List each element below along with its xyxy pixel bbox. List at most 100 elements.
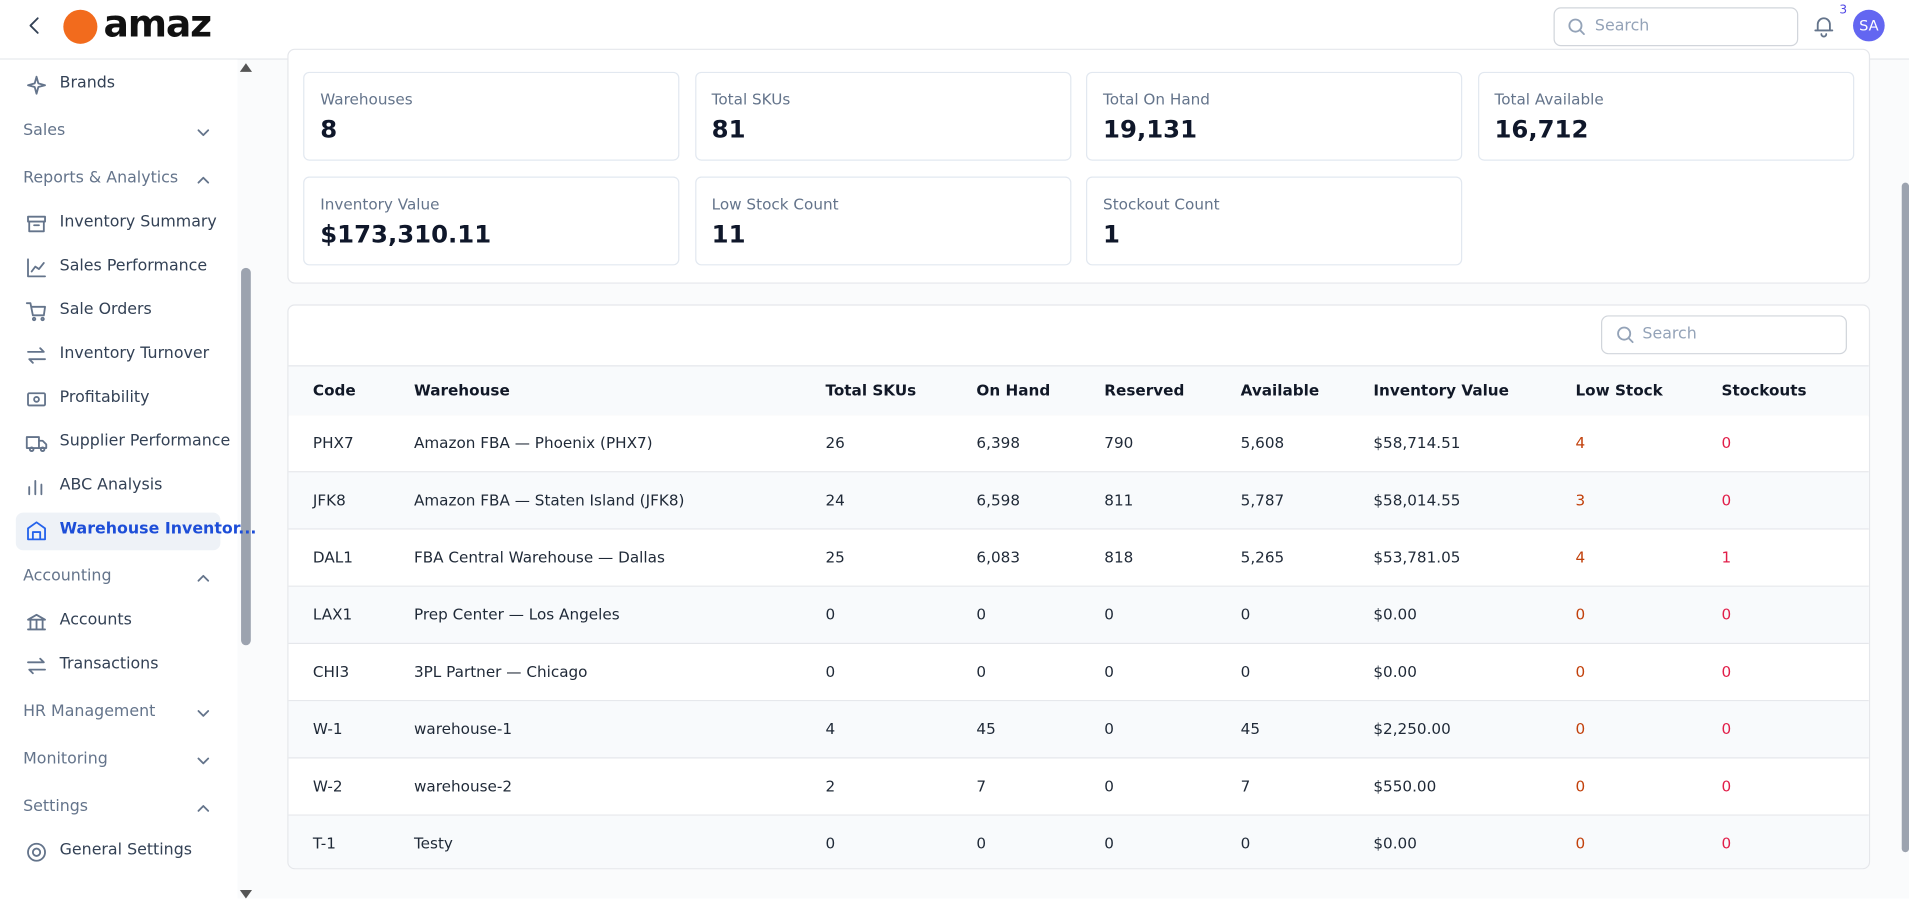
table-row bbox=[288, 529, 1869, 587]
table-cell: 0 bbox=[976, 662, 987, 681]
table-cell: $58,714.51 bbox=[1373, 433, 1461, 452]
icon bbox=[27, 842, 46, 862]
table-cell: 811 bbox=[1104, 490, 1134, 509]
nav-icon bbox=[24, 300, 48, 324]
nav-item[interactable]: Inventory Turnover bbox=[59, 344, 210, 363]
column-header[interactable]: Inventory Value bbox=[1373, 381, 1509, 400]
column-header[interactable]: Code bbox=[312, 381, 356, 400]
nav-icon bbox=[24, 256, 48, 280]
table-cell: 5,265 bbox=[1240, 547, 1285, 567]
icon bbox=[197, 757, 210, 765]
table-cell: CHI3 bbox=[312, 662, 350, 681]
table-cell: 0 bbox=[1721, 776, 1732, 796]
column-header[interactable]: Warehouse bbox=[413, 381, 510, 400]
nav-item[interactable]: General Settings bbox=[59, 841, 192, 860]
nav-item[interactable]: Transactions bbox=[59, 655, 159, 674]
column-header[interactable]: On Hand bbox=[976, 381, 1051, 400]
icon bbox=[1568, 18, 1585, 36]
nav-item[interactable]: Sales Performance bbox=[59, 256, 208, 276]
sidebar-section[interactable]: Reports & Analytics bbox=[23, 169, 179, 188]
table-search[interactable]: Search bbox=[1601, 315, 1847, 355]
nav-item[interactable]: Warehouse Inventor... bbox=[59, 519, 257, 539]
table-cell: 0 bbox=[1575, 833, 1586, 853]
table-cell: 2 bbox=[825, 776, 836, 796]
table-cell: 4 bbox=[1575, 547, 1586, 567]
table-cell: 0 bbox=[825, 833, 836, 853]
sidebar-section[interactable]: Settings bbox=[23, 797, 89, 816]
table-cell: warehouse-1 bbox=[413, 719, 513, 738]
nav-item[interactable]: Accounts bbox=[59, 611, 132, 630]
back-button[interactable] bbox=[22, 13, 46, 37]
icon bbox=[27, 657, 46, 675]
sidebar-section[interactable]: Sales bbox=[23, 121, 66, 141]
table-cell: 0 bbox=[1104, 719, 1114, 738]
icon bbox=[197, 710, 210, 717]
icon bbox=[27, 392, 46, 407]
table-cell: 5,787 bbox=[1240, 490, 1285, 509]
nav-item[interactable]: Inventory Summary bbox=[59, 213, 217, 232]
sidebar-scrollbar bbox=[241, 267, 251, 646]
chevron bbox=[191, 796, 215, 820]
sidebar-section[interactable]: HR Management bbox=[23, 702, 156, 721]
table-cell: 0 bbox=[1575, 776, 1586, 796]
table-row bbox=[288, 415, 1869, 473]
table-cell: 818 bbox=[1104, 547, 1134, 567]
column-header[interactable]: Total SKUs bbox=[825, 381, 917, 400]
nav-icon bbox=[24, 654, 48, 678]
stat-label: Inventory Value bbox=[320, 194, 440, 214]
logo-text: amaz bbox=[103, 2, 212, 47]
nav-icon bbox=[24, 840, 48, 864]
icon bbox=[1617, 326, 1634, 344]
table-cell: 45 bbox=[976, 719, 996, 738]
table-cell: 26 bbox=[825, 433, 845, 452]
column-header[interactable]: Low Stock bbox=[1575, 381, 1663, 400]
avatar[interactable]: SA bbox=[1853, 9, 1885, 42]
stat-label: Low Stock Count bbox=[711, 194, 839, 214]
icon bbox=[1814, 17, 1834, 38]
stat-label: Total Available bbox=[1494, 90, 1604, 109]
table-cell: $550.00 bbox=[1373, 776, 1437, 796]
table-cell: 7 bbox=[976, 776, 987, 796]
nav-item[interactable]: Sale Orders bbox=[59, 300, 152, 319]
table-cell: Amazon FBA — Staten Island (JFK8) bbox=[413, 490, 685, 509]
table-cell: $0.00 bbox=[1373, 605, 1417, 624]
table-cell: 0 bbox=[1104, 605, 1114, 624]
table-cell: 0 bbox=[1721, 662, 1732, 681]
nav-icon bbox=[24, 73, 48, 97]
chevron bbox=[191, 749, 215, 773]
column-header[interactable]: Available bbox=[1240, 381, 1320, 400]
search-placeholder: Search bbox=[1594, 17, 1650, 36]
notifications[interactable] bbox=[1812, 13, 1836, 38]
table-cell: $53,781.05 bbox=[1373, 547, 1461, 567]
table-header-row bbox=[288, 365, 1869, 417]
sidebar-section[interactable]: Monitoring bbox=[23, 749, 108, 769]
nav-icon bbox=[24, 431, 48, 455]
nav-icon bbox=[24, 610, 48, 634]
column-header[interactable]: Stockouts bbox=[1721, 381, 1807, 400]
stat-value: $173,310.11 bbox=[320, 219, 492, 249]
stat-card: Total SKUs 81 bbox=[694, 71, 1071, 161]
stat-card: Inventory Value $173,310.11 bbox=[303, 176, 680, 266]
header-search[interactable]: Search bbox=[1553, 7, 1799, 47]
table-panel: Search Code Warehouse Total SKUs On Hand Rese… bbox=[287, 304, 1871, 870]
table-cell: 3 bbox=[1575, 490, 1586, 509]
table-cell: 0 bbox=[1240, 605, 1251, 624]
table-cell: $58,014.55 bbox=[1373, 490, 1461, 509]
table-cell: 0 bbox=[1575, 662, 1586, 681]
sidebar-section[interactable]: Accounting bbox=[23, 567, 112, 586]
table-cell: W-2 bbox=[312, 776, 343, 796]
nav-item[interactable]: Supplier Performance bbox=[59, 432, 231, 451]
table-cell: 0 bbox=[1721, 605, 1732, 624]
table-cell: 0 bbox=[825, 662, 836, 681]
table-cell: 0 bbox=[1575, 719, 1586, 738]
table-cell: 1 bbox=[1721, 547, 1732, 567]
table-cell: 4 bbox=[1575, 433, 1586, 452]
nav-item[interactable]: Brands bbox=[59, 74, 116, 93]
nav-item[interactable]: ABC Analysis bbox=[59, 476, 163, 495]
table-cell: 0 bbox=[1240, 662, 1251, 681]
icon bbox=[25, 436, 48, 452]
column-header[interactable]: Reserved bbox=[1104, 381, 1185, 400]
nav-item[interactable]: Profitability bbox=[59, 388, 150, 407]
table-row bbox=[288, 815, 1869, 869]
